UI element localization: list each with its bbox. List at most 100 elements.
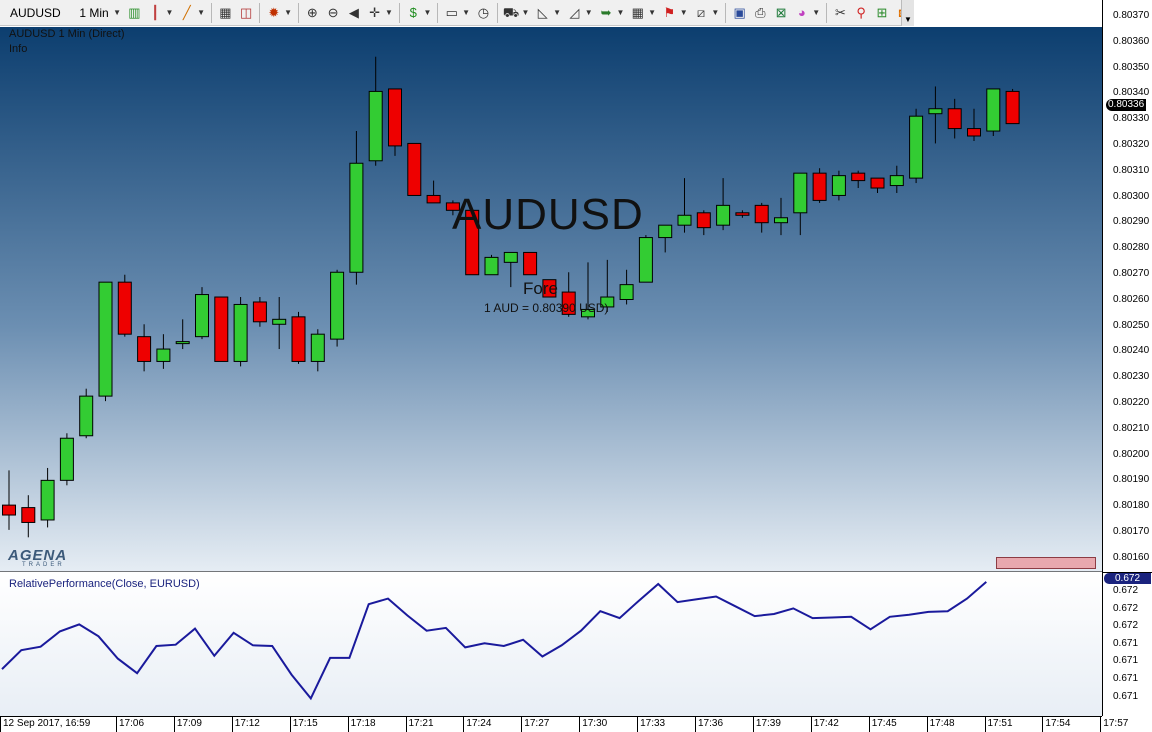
bull-candle[interactable]	[793, 172, 808, 214]
bear-candle[interactable]	[252, 301, 267, 323]
bear-candle[interactable]	[967, 128, 981, 137]
bear-candle[interactable]	[291, 316, 306, 362]
candlestick-dropdown-icon[interactable]: ▼	[165, 8, 174, 17]
bear-candle[interactable]	[388, 88, 402, 147]
bull-candle[interactable]	[195, 294, 209, 338]
bear-candle[interactable]	[523, 251, 538, 276]
trade-dropdown-icon[interactable]: ▼	[423, 8, 432, 17]
save-icon[interactable]: ▣	[733, 4, 746, 20]
bull-candle[interactable]	[581, 308, 595, 318]
bear-candle[interactable]	[696, 212, 711, 229]
bull-candle[interactable]	[677, 214, 692, 226]
candlestick-icon[interactable]: ┃	[151, 4, 160, 20]
bull-candle[interactable]	[98, 281, 113, 397]
bull-candle[interactable]	[484, 256, 499, 276]
bear-candle[interactable]	[445, 202, 460, 211]
bear-candle[interactable]	[947, 108, 962, 130]
bull-candle[interactable]	[349, 162, 364, 273]
bear-candle[interactable]	[870, 177, 885, 189]
bull-candle[interactable]	[928, 108, 943, 115]
indicator-icon[interactable]: ◫	[239, 4, 253, 20]
bear-candle[interactable]	[542, 279, 557, 298]
bear-candle[interactable]	[426, 194, 441, 204]
bull-candle[interactable]	[233, 303, 248, 362]
bear-candle[interactable]	[2, 504, 16, 516]
symbol-selector[interactable]: AUDUSD	[10, 5, 61, 20]
order-box[interactable]	[996, 557, 1096, 569]
bull-candle[interactable]	[600, 296, 615, 308]
bear-candle[interactable]	[137, 336, 152, 362]
bar-style-dropdown-icon[interactable]: ▼	[462, 8, 471, 17]
bull-candle[interactable]	[175, 341, 190, 345]
bear-candle[interactable]	[735, 212, 750, 216]
scale-dropdown-icon[interactable]: ▼	[711, 8, 720, 17]
zoom-out-icon[interactable]: ⊖	[327, 4, 339, 20]
add-chart-icon[interactable]: ▥	[128, 4, 141, 20]
bull-candle[interactable]	[368, 90, 383, 162]
chart-type-dropdown-icon[interactable]: ▼	[584, 8, 593, 17]
bull-candle[interactable]	[889, 175, 904, 187]
flag-dropdown-icon[interactable]: ▼	[679, 8, 688, 17]
measure-dropdown-icon[interactable]: ▼	[553, 8, 562, 17]
grid-dropdown-icon[interactable]: ▼	[648, 8, 657, 17]
measure-icon[interactable]: ◺	[537, 4, 548, 20]
bull-candle[interactable]	[774, 217, 788, 224]
bear-candle[interactable]	[465, 209, 480, 276]
color-icon[interactable]: ◕	[797, 4, 806, 20]
cart-icon[interactable]: ⛟	[502, 4, 520, 20]
template-icon[interactable]: ▦	[219, 4, 232, 20]
bull-candle[interactable]	[40, 479, 55, 521]
bull-candle[interactable]	[619, 284, 634, 300]
chart-type-icon[interactable]: ◿	[569, 4, 580, 20]
bear-candle[interactable]	[754, 204, 769, 224]
bull-candle[interactable]	[503, 251, 518, 263]
trade-icon[interactable]: $	[409, 4, 417, 20]
bear-candle[interactable]	[1005, 90, 1020, 125]
bear-candle[interactable]	[21, 507, 36, 523]
bull-candle[interactable]	[79, 395, 94, 437]
settings-dropdown-icon[interactable]: ▼	[284, 8, 293, 17]
timeframe-selector[interactable]: 1 Min	[79, 5, 109, 20]
location-icon[interactable]: ⚲	[856, 4, 866, 20]
scale-icon[interactable]: ⧄	[696, 4, 706, 20]
crosshair-dropdown-icon[interactable]: ▼	[384, 8, 393, 17]
bull-candle[interactable]	[638, 237, 653, 283]
bull-candle[interactable]	[716, 204, 731, 226]
arrow-left-icon[interactable]: ◀	[348, 4, 359, 20]
tools-icon[interactable]: ✂	[834, 4, 846, 20]
settings-icon[interactable]: ✹	[268, 4, 280, 20]
bear-candle[interactable]	[812, 172, 827, 201]
bull-candle[interactable]	[831, 175, 846, 196]
crosshair-icon[interactable]: ✛	[369, 4, 381, 20]
bear-candle[interactable]	[407, 142, 422, 196]
chart-info-label[interactable]: Info	[9, 43, 28, 55]
excel-icon[interactable]: ⊠	[775, 4, 787, 20]
bull-candle[interactable]	[658, 224, 673, 239]
time-axis[interactable]: 12 Sep 2017, 16:59 17:06 17:09 17:12 17:15 17…	[0, 716, 1128, 732]
drawing-dropdown-icon[interactable]: ▼	[197, 8, 206, 17]
export-icon[interactable]: ➥	[600, 4, 612, 20]
bear-candle[interactable]	[214, 296, 229, 362]
print-icon[interactable]: ⎙	[755, 4, 766, 20]
zoom-in-icon[interactable]: ⊕	[306, 4, 318, 20]
bull-candle[interactable]	[156, 348, 171, 362]
drawing-pen-icon[interactable]: ╱	[182, 4, 191, 20]
bear-candle[interactable]	[117, 281, 132, 335]
price-axis[interactable]: 0.80370 0.80360 0.80350 0.80340 0.80330 0.803…	[1102, 0, 1152, 716]
bull-candle[interactable]	[330, 271, 345, 340]
table-icon[interactable]: ⊞	[876, 4, 888, 20]
toolbar-overflow-button[interactable]: ▼	[901, 0, 914, 26]
bull-candle[interactable]	[909, 115, 924, 179]
bull-candle[interactable]	[310, 333, 325, 362]
bear-candle[interactable]	[851, 172, 866, 182]
cart-dropdown-icon[interactable]: ▼	[521, 8, 530, 17]
color-dropdown-icon[interactable]: ▼	[812, 8, 821, 17]
bear-candle[interactable]	[561, 291, 576, 315]
bull-candle[interactable]	[986, 88, 1001, 132]
bull-candle[interactable]	[272, 318, 287, 325]
clock-icon[interactable]: ◷	[477, 4, 490, 20]
timeframe-dropdown-icon[interactable]: ▼	[113, 8, 122, 17]
bar-style-icon[interactable]: ▭	[445, 4, 458, 20]
export-dropdown-icon[interactable]: ▼	[616, 8, 625, 17]
bull-candle[interactable]	[59, 437, 74, 481]
